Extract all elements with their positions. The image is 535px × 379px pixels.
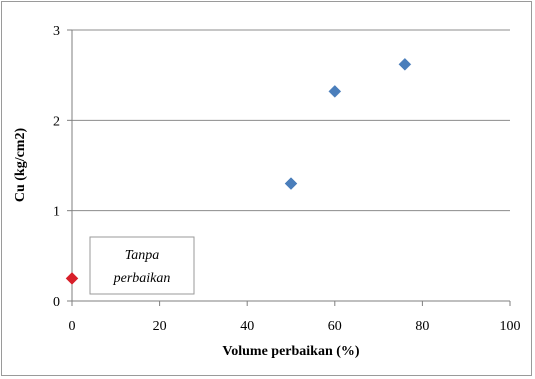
x-tick-label: 20: [153, 319, 167, 334]
y-tick-label: 3: [53, 24, 60, 39]
x-tick-label: 0: [69, 319, 76, 334]
grid-lines: [72, 29, 510, 212]
data-point-marker: [284, 177, 298, 190]
x-tick-label: 100: [500, 319, 521, 334]
data-point-marker: [398, 57, 412, 71]
x-tick-label: 60: [328, 319, 342, 334]
annotation-box: Tanpa perbaikan: [89, 236, 195, 295]
y-tick-label: 1: [53, 205, 60, 220]
data-point-marker: [328, 85, 342, 98]
annotation-line-1: Tanpa: [125, 248, 160, 263]
axis-ticks: 0 1 2 3 0 20 40 60 80 100: [53, 24, 521, 334]
annotation-line-2: perbaikan: [113, 271, 171, 286]
y-axis-title: Cu (kg/cm2): [13, 128, 28, 203]
data-markers: [65, 57, 412, 285]
data-point-marker: [65, 272, 79, 285]
x-tick-label: 80: [415, 319, 429, 334]
x-axis-title: Volume perbaikan (%): [222, 344, 360, 359]
y-tick-label: 0: [53, 295, 60, 310]
x-tick-label: 40: [240, 319, 254, 334]
y-tick-label: 2: [53, 114, 60, 129]
